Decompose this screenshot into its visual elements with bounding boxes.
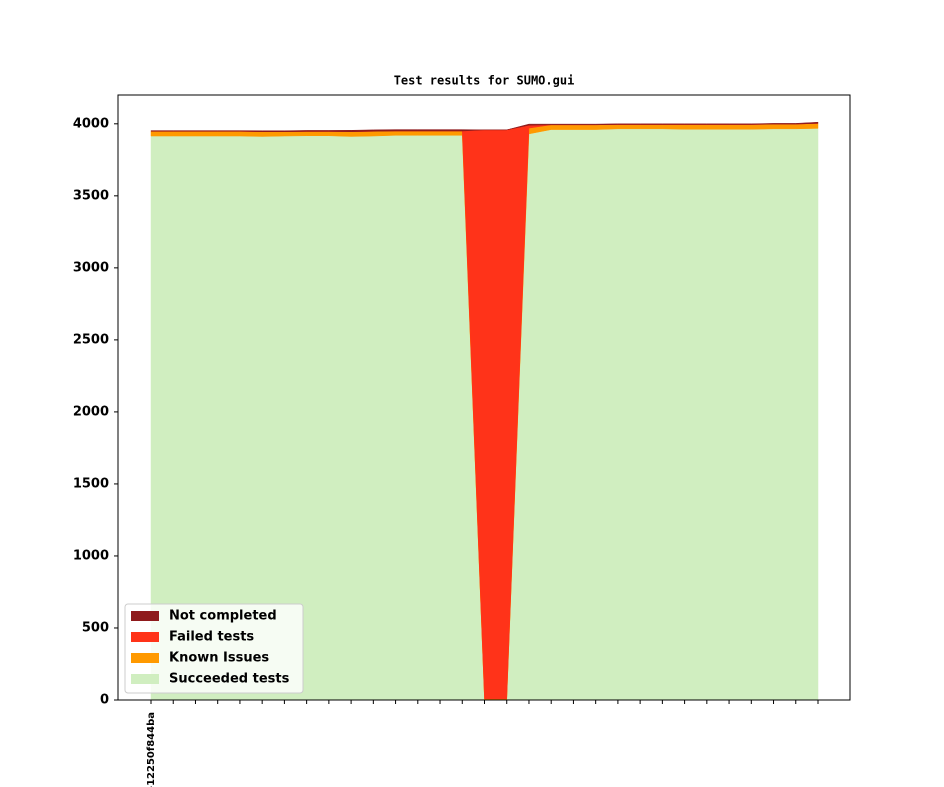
legend-label: Known Issues <box>169 651 269 666</box>
y-tick-label: 3500 <box>73 188 109 203</box>
area <box>150 121 819 132</box>
y-tick-label: 2500 <box>73 332 109 347</box>
legend: Not completed Failed tests Known Issues Suc… <box>124 603 304 694</box>
chart-title: Test results for SUMO.gui <box>394 74 575 88</box>
y-tick-label: 1000 <box>73 548 109 563</box>
y-tick-label: 0 <box>100 693 109 708</box>
x-tick-label: -12250f844ba <box>146 712 157 787</box>
y-tick-label: 4000 <box>73 116 109 131</box>
legend-box <box>124 603 304 694</box>
legend-label: Failed tests <box>169 630 254 645</box>
legend-swatch <box>131 611 159 621</box>
legend-label: Succeeded tests <box>169 672 290 687</box>
y-tick-label: 3000 <box>73 260 109 275</box>
legend-label: Not completed <box>169 609 277 624</box>
legend-swatch <box>131 632 159 642</box>
y-tick-label: 2000 <box>73 404 109 419</box>
legend-swatch <box>131 653 159 663</box>
y-tick-label: 500 <box>82 620 109 635</box>
legend-swatch <box>131 674 159 684</box>
y-tick-label: 1500 <box>73 476 109 491</box>
